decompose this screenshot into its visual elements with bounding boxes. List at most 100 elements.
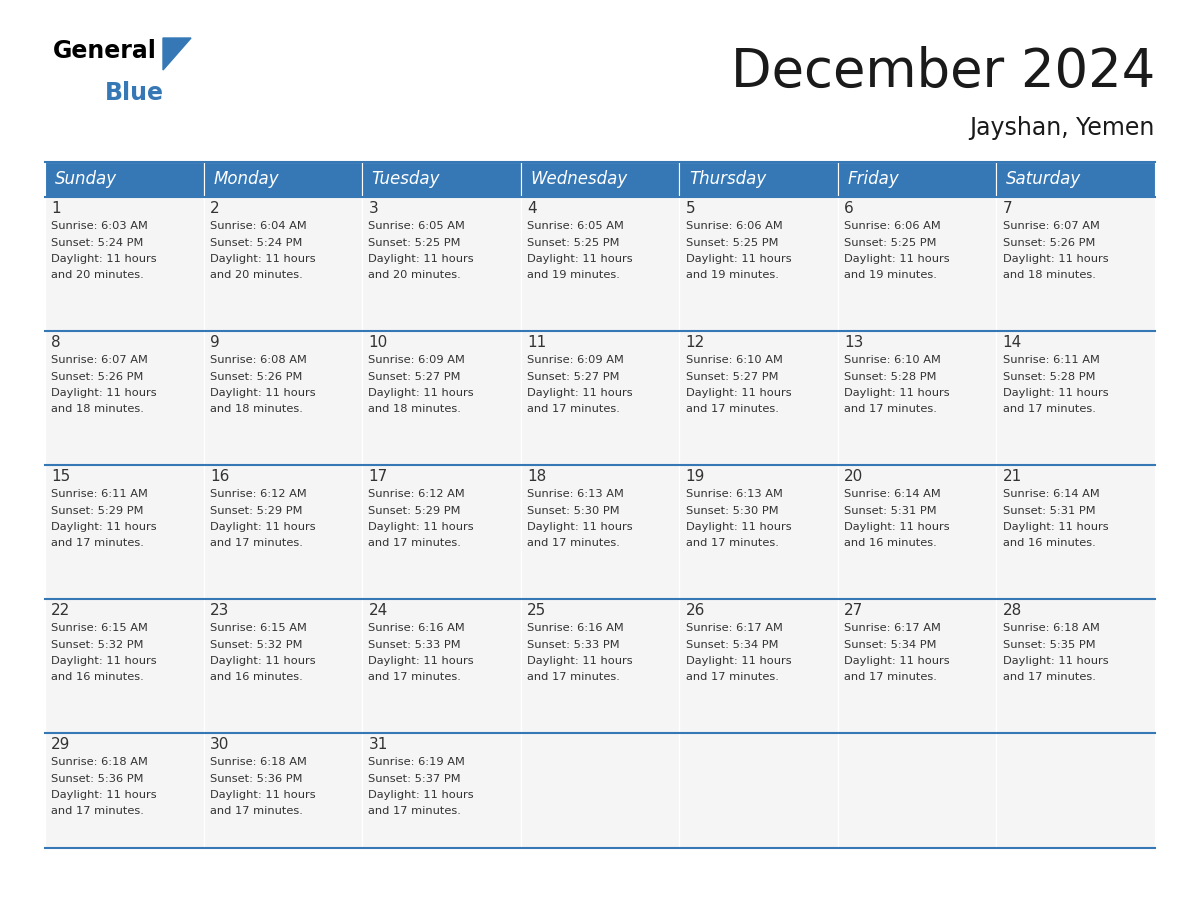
Text: Sunrise: 6:11 AM: Sunrise: 6:11 AM	[51, 489, 148, 499]
Text: Sunset: 5:34 PM: Sunset: 5:34 PM	[845, 640, 936, 650]
Text: Sunday: Sunday	[55, 171, 116, 188]
Text: Sunrise: 6:15 AM: Sunrise: 6:15 AM	[51, 623, 148, 633]
Text: Daylight: 11 hours: Daylight: 11 hours	[368, 522, 474, 532]
Text: Sunset: 5:27 PM: Sunset: 5:27 PM	[527, 372, 620, 382]
Text: Sunrise: 6:05 AM: Sunrise: 6:05 AM	[527, 221, 624, 231]
Text: Daylight: 11 hours: Daylight: 11 hours	[845, 522, 950, 532]
Text: Sunset: 5:27 PM: Sunset: 5:27 PM	[368, 372, 461, 382]
Text: Sunset: 5:32 PM: Sunset: 5:32 PM	[51, 640, 144, 650]
Text: Sunrise: 6:10 AM: Sunrise: 6:10 AM	[845, 355, 941, 365]
Text: Friday: Friday	[847, 171, 899, 188]
Text: Daylight: 11 hours: Daylight: 11 hours	[368, 388, 474, 398]
Text: Sunrise: 6:18 AM: Sunrise: 6:18 AM	[51, 757, 148, 767]
Text: 1: 1	[51, 201, 61, 216]
Text: and 17 minutes.: and 17 minutes.	[368, 673, 461, 682]
Text: Sunset: 5:33 PM: Sunset: 5:33 PM	[527, 640, 620, 650]
Text: 3: 3	[368, 201, 378, 216]
Bar	[838, 197, 997, 331]
Text: Sunrise: 6:18 AM: Sunrise: 6:18 AM	[210, 757, 307, 767]
Text: Sunset: 5:32 PM: Sunset: 5:32 PM	[210, 640, 303, 650]
Text: Sunrise: 6:07 AM: Sunrise: 6:07 AM	[1003, 221, 1100, 231]
Text: Daylight: 11 hours: Daylight: 11 hours	[51, 656, 157, 666]
Text: Daylight: 11 hours: Daylight: 11 hours	[685, 254, 791, 264]
Bar	[45, 465, 203, 599]
Text: Sunrise: 6:11 AM: Sunrise: 6:11 AM	[1003, 355, 1100, 365]
Text: and 19 minutes.: and 19 minutes.	[845, 271, 937, 281]
Text: Sunrise: 6:17 AM: Sunrise: 6:17 AM	[845, 623, 941, 633]
Text: 30: 30	[210, 737, 229, 752]
Bar	[520, 733, 680, 848]
Text: Monday: Monday	[213, 171, 279, 188]
Bar	[203, 733, 362, 848]
Text: and 17 minutes.: and 17 minutes.	[210, 807, 303, 816]
Text: 2: 2	[210, 201, 220, 216]
Text: Sunrise: 6:13 AM: Sunrise: 6:13 AM	[685, 489, 783, 499]
Text: 29: 29	[51, 737, 71, 752]
Text: Sunset: 5:25 PM: Sunset: 5:25 PM	[527, 238, 620, 248]
Bar	[997, 197, 1155, 331]
Text: and 20 minutes.: and 20 minutes.	[51, 271, 144, 281]
Text: and 20 minutes.: and 20 minutes.	[210, 271, 303, 281]
Bar	[362, 162, 520, 197]
Bar	[838, 599, 997, 733]
Bar	[520, 197, 680, 331]
Bar	[997, 465, 1155, 599]
Text: 17: 17	[368, 469, 387, 484]
Text: Sunset: 5:28 PM: Sunset: 5:28 PM	[1003, 372, 1095, 382]
Bar	[838, 733, 997, 848]
Text: Daylight: 11 hours: Daylight: 11 hours	[210, 388, 316, 398]
Text: Thursday: Thursday	[689, 171, 766, 188]
Text: 20: 20	[845, 469, 864, 484]
Text: Sunrise: 6:07 AM: Sunrise: 6:07 AM	[51, 355, 148, 365]
Bar	[680, 733, 838, 848]
Text: Sunset: 5:36 PM: Sunset: 5:36 PM	[210, 774, 303, 783]
Text: and 17 minutes.: and 17 minutes.	[368, 539, 461, 548]
Text: Sunset: 5:25 PM: Sunset: 5:25 PM	[368, 238, 461, 248]
Text: 16: 16	[210, 469, 229, 484]
Text: Sunrise: 6:12 AM: Sunrise: 6:12 AM	[210, 489, 307, 499]
Text: 21: 21	[1003, 469, 1022, 484]
Bar	[203, 162, 362, 197]
Text: Sunset: 5:30 PM: Sunset: 5:30 PM	[527, 506, 620, 516]
Text: Sunrise: 6:12 AM: Sunrise: 6:12 AM	[368, 489, 466, 499]
Bar	[520, 465, 680, 599]
Text: Sunrise: 6:06 AM: Sunrise: 6:06 AM	[845, 221, 941, 231]
Text: Sunset: 5:31 PM: Sunset: 5:31 PM	[1003, 506, 1095, 516]
Text: Jayshan, Yemen: Jayshan, Yemen	[969, 116, 1155, 140]
Text: Daylight: 11 hours: Daylight: 11 hours	[210, 522, 316, 532]
Text: and 19 minutes.: and 19 minutes.	[685, 271, 778, 281]
Text: 15: 15	[51, 469, 70, 484]
Text: Sunset: 5:34 PM: Sunset: 5:34 PM	[685, 640, 778, 650]
Text: Sunrise: 6:18 AM: Sunrise: 6:18 AM	[1003, 623, 1100, 633]
Text: 7: 7	[1003, 201, 1012, 216]
Text: Sunrise: 6:14 AM: Sunrise: 6:14 AM	[1003, 489, 1100, 499]
Text: Wednesday: Wednesday	[530, 171, 627, 188]
Text: Blue: Blue	[105, 81, 164, 105]
Text: Daylight: 11 hours: Daylight: 11 hours	[51, 254, 157, 264]
Text: Daylight: 11 hours: Daylight: 11 hours	[845, 254, 950, 264]
Text: Daylight: 11 hours: Daylight: 11 hours	[685, 522, 791, 532]
Text: Sunset: 5:33 PM: Sunset: 5:33 PM	[368, 640, 461, 650]
Text: 26: 26	[685, 603, 704, 618]
Text: Daylight: 11 hours: Daylight: 11 hours	[368, 656, 474, 666]
Text: Sunrise: 6:08 AM: Sunrise: 6:08 AM	[210, 355, 307, 365]
Text: Daylight: 11 hours: Daylight: 11 hours	[845, 388, 950, 398]
Text: and 20 minutes.: and 20 minutes.	[368, 271, 461, 281]
Bar	[45, 733, 203, 848]
Text: Sunset: 5:31 PM: Sunset: 5:31 PM	[845, 506, 937, 516]
Text: and 17 minutes.: and 17 minutes.	[210, 539, 303, 548]
Text: December 2024: December 2024	[731, 46, 1155, 98]
Text: and 18 minutes.: and 18 minutes.	[368, 405, 461, 415]
Text: 4: 4	[527, 201, 537, 216]
Text: 28: 28	[1003, 603, 1022, 618]
Text: and 16 minutes.: and 16 minutes.	[51, 673, 144, 682]
Text: and 17 minutes.: and 17 minutes.	[845, 405, 937, 415]
Text: Daylight: 11 hours: Daylight: 11 hours	[1003, 656, 1108, 666]
Bar	[838, 331, 997, 465]
Bar	[997, 162, 1155, 197]
Text: 10: 10	[368, 335, 387, 350]
Text: 27: 27	[845, 603, 864, 618]
Bar	[45, 599, 203, 733]
Bar	[45, 197, 203, 331]
Bar	[997, 599, 1155, 733]
